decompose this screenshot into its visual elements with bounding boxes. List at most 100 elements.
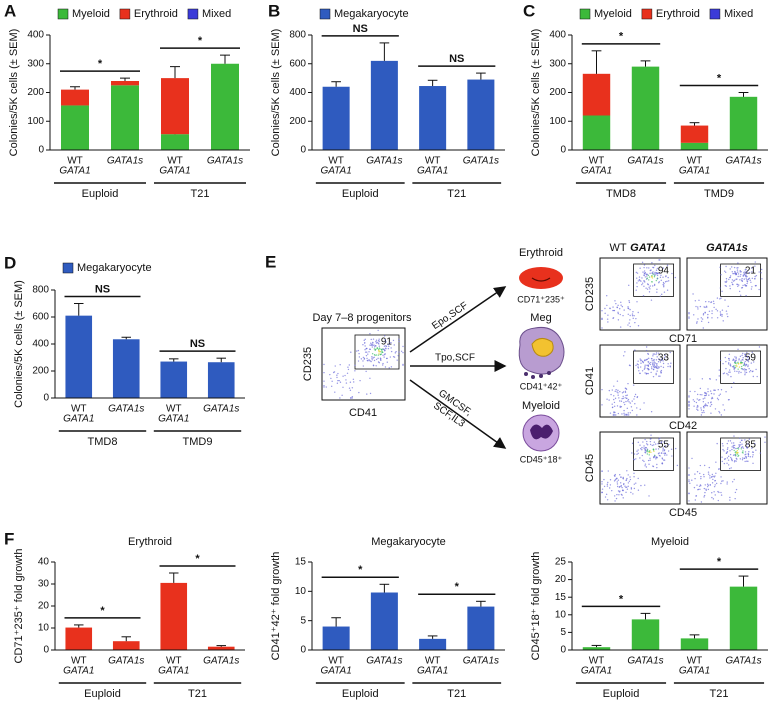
event-dot xyxy=(644,272,647,274)
event-dot xyxy=(703,394,706,397)
event-dot xyxy=(744,353,747,356)
flow-plot xyxy=(599,431,681,505)
x-tick-label: GATA1s xyxy=(108,656,144,667)
event-dot xyxy=(667,365,669,368)
flow-plot xyxy=(686,344,768,418)
event-dot xyxy=(743,362,746,365)
event-dot xyxy=(612,406,614,408)
event-dot xyxy=(369,392,372,395)
event-dot xyxy=(607,481,609,484)
event-dot xyxy=(751,451,754,453)
event-dot xyxy=(629,402,632,404)
event-dot xyxy=(348,387,351,389)
event-dot xyxy=(699,488,701,490)
event-dot xyxy=(624,391,627,394)
x-tick-label: GATA1 xyxy=(63,666,94,677)
event-dot xyxy=(648,368,650,371)
event-dot xyxy=(378,338,380,340)
event-dot xyxy=(631,442,634,445)
event-dot xyxy=(659,295,662,297)
x-axis-label: CD42 xyxy=(669,420,697,432)
event-dot xyxy=(721,313,723,316)
legend-swatch xyxy=(579,8,591,20)
event-dot xyxy=(637,360,639,362)
event-dot xyxy=(729,453,732,456)
gate xyxy=(720,350,761,384)
event-dot xyxy=(653,358,655,361)
event-dot xyxy=(652,365,655,368)
event-dot xyxy=(653,363,655,365)
event-dot xyxy=(745,285,747,287)
event-dot xyxy=(614,390,616,393)
event-dot xyxy=(658,375,660,377)
event-dot xyxy=(702,327,704,329)
event-dot xyxy=(646,451,648,453)
event-dot xyxy=(707,388,709,390)
event-dot xyxy=(734,454,737,456)
event-dot xyxy=(739,271,741,273)
y-tick-label: 10 xyxy=(38,623,50,634)
event-dot xyxy=(352,378,355,380)
event-dot xyxy=(649,443,652,446)
bar xyxy=(65,315,93,398)
event-dot xyxy=(699,398,701,401)
event-dot xyxy=(643,274,645,276)
event-dot xyxy=(604,496,607,498)
event-dot xyxy=(657,367,659,370)
event-dot xyxy=(354,364,356,367)
event-dot xyxy=(688,395,690,397)
event-dot xyxy=(737,262,739,264)
event-dot xyxy=(733,367,736,370)
legend-label: Myeloid xyxy=(594,8,632,20)
event-dot xyxy=(742,275,745,277)
event-dot xyxy=(618,397,620,399)
event-dot xyxy=(722,445,724,447)
event-dot xyxy=(342,375,344,377)
event-dot xyxy=(711,317,713,319)
event-dot xyxy=(688,401,690,404)
event-dot xyxy=(720,476,722,478)
event-dot xyxy=(621,392,624,394)
event-dot xyxy=(748,371,751,373)
event-dot xyxy=(732,358,735,360)
event-dot xyxy=(736,365,738,368)
event-dot xyxy=(616,483,619,485)
event-dot xyxy=(712,300,715,303)
event-dot xyxy=(625,486,628,488)
event-dot xyxy=(620,476,622,478)
event-dot xyxy=(647,352,649,355)
group-label: Euploid xyxy=(84,688,121,700)
event-dot xyxy=(695,401,698,404)
gate xyxy=(633,350,674,384)
event-dot xyxy=(745,457,748,459)
event-dot xyxy=(730,375,732,378)
lineage: Meg xyxy=(530,312,551,324)
event-dot xyxy=(711,496,713,499)
event-dot xyxy=(375,345,377,347)
event-dot xyxy=(364,349,366,351)
event-dot xyxy=(713,485,716,488)
event-dot xyxy=(657,443,659,445)
event-dot xyxy=(644,364,646,366)
event-dot xyxy=(700,501,703,503)
event-dot xyxy=(619,474,621,476)
event-dot xyxy=(639,358,641,360)
event-dot xyxy=(388,345,390,348)
event-dot xyxy=(603,478,605,481)
event-dot xyxy=(734,497,736,500)
event-dot xyxy=(645,466,648,468)
event-dot xyxy=(740,371,742,374)
event-dot xyxy=(756,375,758,378)
event-dot xyxy=(382,351,384,354)
event-dot xyxy=(712,475,714,478)
event-dot xyxy=(726,462,728,464)
event-dot xyxy=(735,488,738,491)
event-dot xyxy=(323,363,325,366)
event-dot xyxy=(644,465,646,467)
bar xyxy=(160,582,188,650)
event-dot xyxy=(389,342,391,344)
event-dot xyxy=(630,487,633,489)
event-dot xyxy=(339,381,342,383)
event-dot xyxy=(733,449,735,452)
event-dot xyxy=(390,347,392,349)
